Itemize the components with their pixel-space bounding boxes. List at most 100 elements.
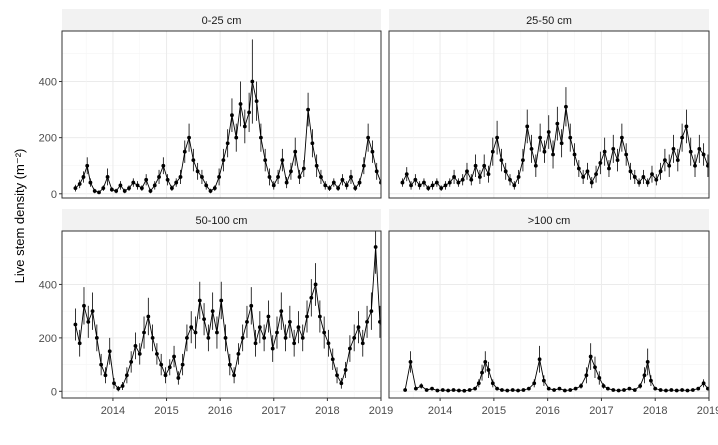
data-point: [568, 135, 573, 140]
data-point: [641, 175, 646, 179]
data-point: [284, 180, 289, 185]
panel-title: 0-25 cm: [202, 15, 242, 27]
data-point: [189, 325, 194, 330]
data-point: [662, 158, 667, 163]
data-point: [206, 335, 211, 340]
data-point: [236, 352, 241, 356]
x-tick-label: 2017: [262, 405, 286, 417]
data-point: [440, 388, 445, 392]
data-point: [697, 146, 702, 151]
data-point: [202, 317, 206, 322]
data-point: [573, 386, 578, 391]
data-point: [456, 180, 461, 185]
data-point: [370, 149, 375, 154]
y-axis-label: Live stem density (m⁻²): [12, 149, 27, 284]
data-point: [310, 141, 315, 146]
data-point: [161, 163, 166, 168]
panel-border: [388, 30, 710, 199]
data-point: [340, 177, 345, 182]
data-point: [297, 175, 302, 179]
data-point: [335, 373, 339, 378]
data-point: [262, 335, 267, 340]
data-point: [289, 169, 293, 174]
data-point: [99, 362, 104, 367]
data-point: [537, 357, 542, 362]
data-point: [174, 180, 179, 185]
data-point: [593, 365, 597, 370]
data-point: [197, 298, 202, 303]
data-point: [667, 163, 672, 168]
data-point: [271, 183, 276, 188]
data-point: [330, 357, 335, 362]
data-point: [499, 158, 504, 163]
data-point: [101, 186, 106, 191]
data-point: [576, 166, 581, 171]
panel-strip: [389, 209, 709, 231]
data-point: [254, 99, 259, 104]
data-point: [137, 352, 142, 356]
data-point: [477, 175, 482, 179]
data-point: [323, 183, 328, 188]
data-point: [135, 183, 140, 188]
data-point: [365, 319, 369, 324]
data-point: [280, 158, 285, 163]
data-point: [178, 175, 183, 179]
data-point: [232, 373, 236, 378]
data-point: [408, 360, 413, 364]
data-point: [645, 180, 650, 185]
data-point: [462, 388, 467, 393]
data-point: [187, 135, 191, 140]
data-point: [253, 341, 258, 346]
data-point: [482, 163, 487, 168]
panel-strip: [62, 209, 381, 231]
x-tick-label: 2015: [154, 405, 178, 417]
data-point: [167, 365, 172, 370]
data-point: [127, 186, 131, 191]
data-point: [426, 186, 431, 191]
data-point: [97, 190, 101, 195]
data-point: [658, 388, 663, 392]
data-point: [533, 163, 538, 168]
data-point: [114, 189, 119, 193]
data-point: [701, 381, 706, 386]
panel: 0-25 cm 0 200 400: [39, 9, 382, 201]
data-point: [546, 130, 551, 134]
y-tick-label: 200: [39, 133, 57, 145]
data-point: [366, 135, 371, 140]
data-point: [611, 388, 616, 392]
data-point: [191, 158, 196, 163]
data-point: [195, 169, 200, 174]
data-point: [693, 163, 697, 168]
data-point: [572, 152, 577, 157]
data-point: [322, 330, 327, 335]
data-point: [208, 189, 213, 193]
data-point: [336, 186, 341, 191]
data-point: [300, 335, 305, 340]
data-point: [589, 180, 594, 185]
data-point: [430, 386, 434, 391]
data-point: [139, 186, 144, 191]
data-point: [77, 182, 82, 186]
data-point: [283, 335, 288, 340]
data-point: [349, 175, 353, 179]
data-point: [152, 183, 157, 188]
data-point: [116, 386, 121, 391]
panel: 50-100 cm 0 200 400 2014 2015 2016 2017 2018 2019: [39, 209, 393, 417]
data-point: [159, 362, 164, 367]
data-point: [486, 172, 491, 177]
data-point: [240, 335, 245, 340]
y-axis-title: Live stem density (m⁻²): [12, 149, 27, 284]
data-point: [564, 104, 568, 109]
data-point: [525, 124, 530, 129]
data-point: [369, 309, 374, 314]
data-point: [124, 373, 129, 378]
data-point: [238, 102, 243, 106]
plot-area: [400, 87, 718, 191]
data-point: [182, 149, 187, 154]
data-point: [632, 175, 637, 179]
y-tick-label: 400: [39, 77, 57, 89]
data-point: [404, 172, 409, 177]
data-point: [185, 335, 189, 340]
data-point: [715, 155, 718, 159]
